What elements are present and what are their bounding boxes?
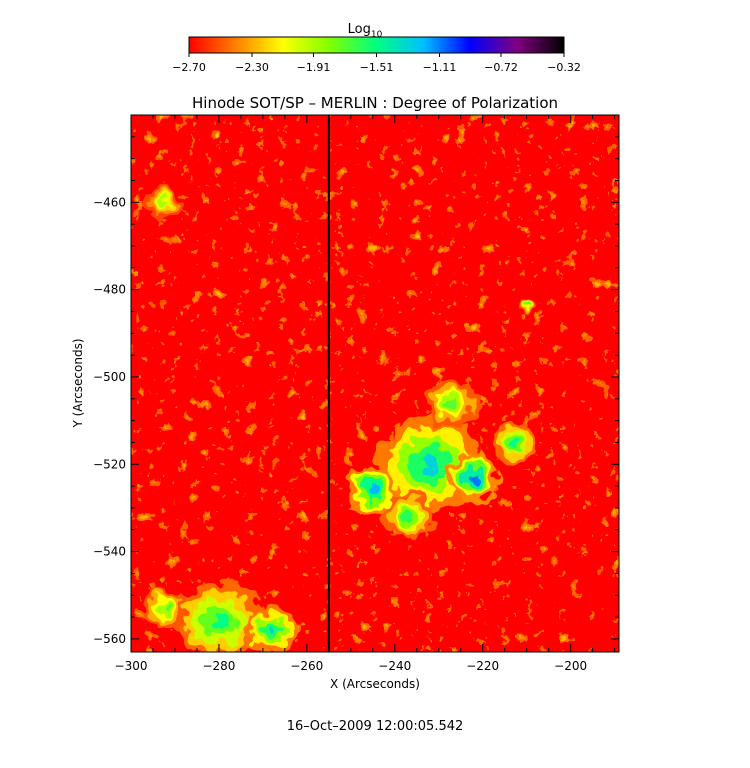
plot-frame: [130, 114, 620, 653]
y-tick-label: −560: [93, 632, 126, 646]
x-tick-label: −260: [290, 659, 323, 673]
heatmap-region: [210, 613, 228, 630]
colorbar-tick-label: −0.32: [547, 61, 581, 74]
x-axis-ticks: −300 −280 −260 −240 −220 −200: [115, 115, 616, 673]
heatmap-region: [468, 472, 480, 483]
heatmap-region: [367, 485, 379, 496]
timestamp: 16–Oct–2009 12:00:05.542: [287, 719, 464, 734]
heatmap-region: [158, 199, 166, 206]
colorbar-label: Log10: [348, 22, 383, 40]
colorbar-tick-label: −0.72: [484, 61, 518, 74]
heatmap-region: [446, 398, 458, 408]
colorbar-tick-label: −1.51: [360, 61, 394, 74]
heatmap-region: [161, 604, 171, 613]
heatmap-region: [266, 625, 277, 635]
colorbar-tick-label: −2.30: [235, 61, 269, 74]
heatmap-region: [419, 454, 441, 474]
x-tick-label: −300: [115, 659, 148, 673]
colorbar-tick-label: −1.11: [423, 61, 457, 74]
plot-area: [131, 115, 619, 652]
y-tick-label: −520: [93, 457, 126, 471]
colorbar-tick-label: −1.91: [297, 61, 331, 74]
x-tick-label: −200: [554, 659, 587, 673]
heatmap-regions: [144, 186, 536, 652]
colorbar: [188, 36, 565, 54]
x-tick-label: −220: [466, 659, 499, 673]
x-axis-label: X (Arcseconds): [330, 677, 420, 691]
x-tick-label: −240: [378, 659, 411, 673]
colorbar-tick-label: −2.70: [172, 61, 206, 74]
colorbar-ticks: −2.70 −2.30 −1.91 −1.51 −1.11 −0.72 −0.32: [172, 53, 581, 74]
chart-title: Hinode SOT/SP – MERLIN : Degree of Polar…: [192, 94, 558, 112]
heatmap-region: [524, 305, 529, 309]
x-tick-label: −280: [202, 659, 235, 673]
heatmap-noise: [131, 115, 619, 652]
y-axis-label: Y (Arcseconds): [71, 338, 85, 428]
y-tick-label: −500: [93, 370, 126, 384]
y-tick-label: −480: [93, 283, 126, 297]
y-tick-label: −540: [93, 545, 126, 559]
heatmap-region: [509, 438, 518, 447]
y-axis-ticks: −460 −480 −500 −520 −540 −560: [93, 114, 619, 646]
y-tick-label: −460: [93, 195, 126, 209]
heatmap-region: [402, 511, 414, 522]
